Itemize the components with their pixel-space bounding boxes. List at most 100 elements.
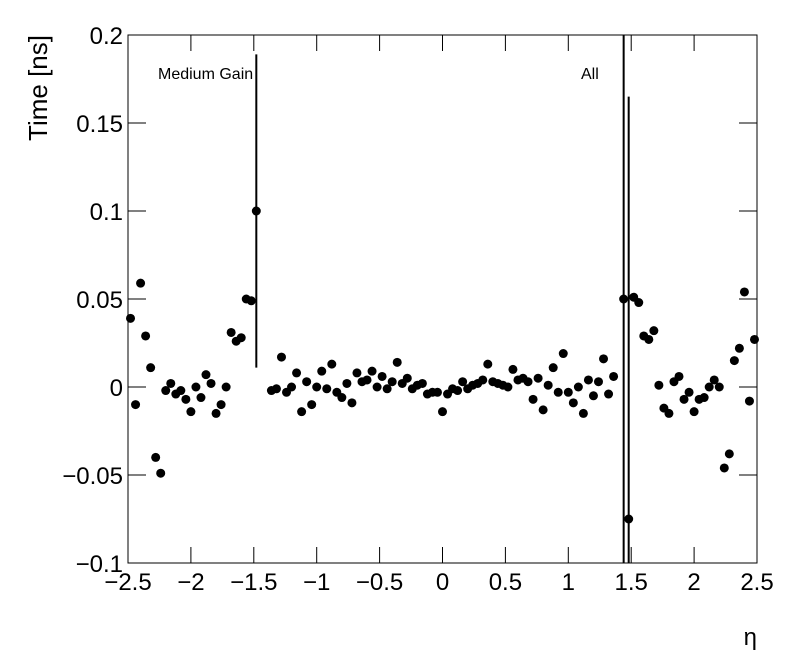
data-point — [704, 382, 714, 392]
data-point — [352, 368, 362, 378]
data-point — [276, 352, 286, 362]
data-point — [583, 375, 593, 385]
data-point — [156, 468, 166, 478]
data-point — [573, 382, 583, 392]
data-point — [724, 449, 734, 459]
data-point — [664, 408, 674, 418]
data-point — [563, 387, 573, 397]
data-point — [312, 382, 322, 392]
data-point — [644, 334, 654, 344]
data-point — [176, 386, 186, 396]
data-point — [191, 382, 201, 392]
x-tick-label: 0.5 — [489, 569, 522, 596]
data-point — [684, 387, 694, 397]
data-point — [553, 387, 563, 397]
y-tick-label: −0.05 — [62, 463, 123, 490]
data-point — [307, 400, 317, 410]
data-point — [382, 384, 392, 394]
data-point — [438, 407, 447, 417]
data-point — [367, 366, 377, 376]
data-point — [206, 378, 216, 388]
y-axis-label: Time [ns] — [23, 35, 53, 141]
data-point — [634, 298, 644, 308]
data-point — [131, 400, 141, 410]
x-tick-label: 2.5 — [740, 569, 773, 596]
data-point — [287, 382, 297, 392]
x-tick-label: −1 — [303, 569, 330, 596]
data-point — [372, 382, 382, 392]
y-tick-label: 0.15 — [76, 111, 123, 138]
data-point — [604, 389, 614, 399]
data-point — [196, 393, 206, 403]
data-point — [478, 375, 488, 385]
y-tick-label: 0.2 — [90, 23, 123, 50]
data-point — [146, 363, 156, 373]
data-point — [141, 331, 151, 341]
data-point — [201, 370, 211, 380]
data-point — [377, 371, 387, 381]
data-point — [166, 378, 176, 388]
data-point — [337, 393, 347, 403]
data-point — [654, 380, 664, 390]
x-tick-label: −0.5 — [356, 569, 403, 596]
data-point — [508, 364, 518, 374]
data-point — [719, 463, 729, 473]
data-point — [749, 334, 759, 344]
annotation: All — [581, 66, 599, 83]
data-point — [578, 408, 588, 418]
data-point — [593, 377, 603, 387]
x-tick-label: 1.5 — [615, 569, 648, 596]
data-point — [126, 313, 136, 323]
data-point — [543, 380, 553, 390]
x-tick-label: −2.5 — [104, 569, 151, 596]
x-tick-label: 0 — [436, 569, 449, 596]
data-point — [402, 373, 412, 383]
annotation: Medium Gain — [158, 66, 253, 83]
data-point — [649, 326, 659, 336]
data-point — [322, 384, 332, 394]
data-point — [317, 366, 327, 376]
data-point — [588, 391, 598, 401]
data-point — [609, 371, 619, 381]
x-tick-label: 2 — [687, 569, 700, 596]
data-point — [714, 382, 724, 392]
data-point — [453, 386, 463, 396]
data-point — [739, 287, 749, 297]
data-point — [619, 294, 629, 304]
data-point — [528, 394, 538, 404]
data-point — [151, 452, 161, 462]
data-point — [679, 394, 689, 404]
data-point — [599, 354, 609, 364]
y-tick-label: 0.1 — [90, 199, 123, 226]
data-point — [327, 359, 337, 369]
data-point — [548, 363, 558, 373]
data-point — [674, 371, 684, 381]
data-point — [216, 400, 226, 410]
data-point — [236, 333, 246, 343]
data-point — [624, 514, 634, 524]
data-point — [292, 368, 302, 378]
data-point — [181, 394, 191, 404]
data-point — [734, 343, 744, 353]
data-point — [538, 405, 548, 415]
data-point — [417, 378, 427, 388]
data-point — [523, 377, 533, 387]
data-point — [392, 357, 402, 367]
data-point — [221, 382, 231, 392]
x-tick-label: 1 — [562, 569, 575, 596]
data-point — [432, 387, 442, 397]
data-point — [387, 377, 397, 387]
data-point — [558, 349, 568, 359]
data-point — [689, 407, 699, 417]
data-point — [246, 296, 256, 306]
data-point — [729, 356, 739, 366]
data-point — [186, 407, 196, 417]
data-point — [483, 359, 493, 369]
data-point — [161, 386, 171, 396]
y-tick-label: 0 — [110, 375, 123, 402]
data-point — [347, 398, 357, 408]
data-point — [251, 206, 261, 216]
data-point — [211, 408, 221, 418]
data-point — [226, 327, 236, 337]
